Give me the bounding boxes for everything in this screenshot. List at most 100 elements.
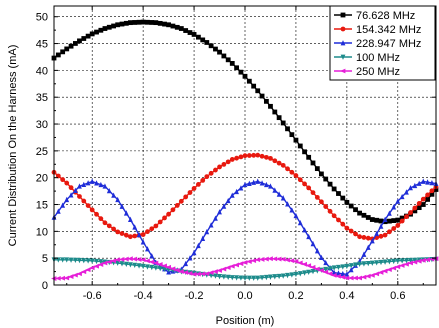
data-point [102,26,108,31]
data-point [229,192,235,198]
data-point [72,272,78,278]
data-point [174,24,180,30]
data-point [416,258,422,264]
data-point [293,173,299,178]
data-point [80,269,87,275]
data-point [412,182,418,189]
y-axis-label: Current Distribution On the Harness (mA) [7,45,19,247]
data-point [165,264,171,270]
data-point [314,266,320,272]
data-point [183,28,189,33]
data-point [255,275,261,281]
data-point [89,265,95,271]
data-point [166,22,171,28]
data-point [272,274,278,280]
data-point [127,256,133,262]
data-point [424,257,430,263]
data-point [102,260,108,266]
data-point [246,153,252,158]
data-point [187,30,193,35]
data-point [276,256,282,262]
data-point [425,197,430,202]
data-point [145,229,150,235]
data-point [412,208,418,214]
data-point [408,184,413,191]
data-point [374,230,380,237]
data-point [391,218,397,223]
data-point [297,220,303,226]
data-point [152,260,159,266]
data-point [302,227,307,233]
data-point [280,256,286,262]
data-point [285,166,290,172]
data-point [353,207,358,213]
data-point [310,190,316,196]
data-point [60,202,66,208]
data-point [187,271,193,276]
x-tick-label: 0.2 [288,290,303,302]
data-point [68,192,74,198]
data-point [412,205,418,211]
data-point [238,261,244,267]
data-point [336,270,341,276]
data-point [263,98,269,104]
data-point [217,274,222,280]
data-point [331,265,337,271]
data-point [394,264,401,270]
x-tick-label: 0.4 [339,290,354,302]
data-point [386,218,392,224]
data-point [106,259,112,265]
data-point [85,267,91,273]
legend: 76.628 MHz 154.342 MHz 228.947 MHz 100 MHz 2… [329,5,436,81]
y-tick-label: 10 [36,226,48,238]
data-point [288,258,295,264]
data-point [55,208,61,214]
data-point [399,218,405,224]
data-point [140,19,146,25]
legend-entry: 100 MHz [356,52,400,64]
data-point [327,208,333,214]
data-point [339,274,346,280]
data-point [365,244,371,250]
data-point [378,223,384,229]
data-point [344,225,350,231]
data-point [204,40,210,45]
data-point [251,152,257,158]
data-point [399,193,405,200]
data-point [208,43,214,49]
data-point [246,259,252,264]
data-point [131,256,138,262]
data-point [242,275,248,281]
data-point [416,205,422,211]
data-point [285,272,290,279]
data-point [123,232,129,238]
x-tick-label: 0.0 [237,290,252,302]
data-point [200,177,206,183]
series-1 [51,152,439,242]
data-point [123,210,129,216]
data-point [97,262,104,267]
data-point [153,20,159,26]
data-point [378,233,384,239]
data-point [280,273,286,279]
data-point [369,260,375,266]
data-point [208,170,214,176]
data-point [229,275,235,281]
data-point [382,216,388,222]
data-point [234,275,239,281]
data-point [221,162,227,167]
data-point [251,275,257,281]
data-point [408,257,413,264]
data-point [365,273,371,279]
data-point [336,217,341,223]
data-point [340,264,346,270]
data-point [407,260,413,266]
data-point [77,257,82,264]
data-point [306,185,312,191]
data-point [102,220,108,226]
data-point [119,21,125,27]
data-point [213,215,218,221]
data-point [420,202,426,207]
data-point [293,212,299,219]
data-point [128,216,133,222]
